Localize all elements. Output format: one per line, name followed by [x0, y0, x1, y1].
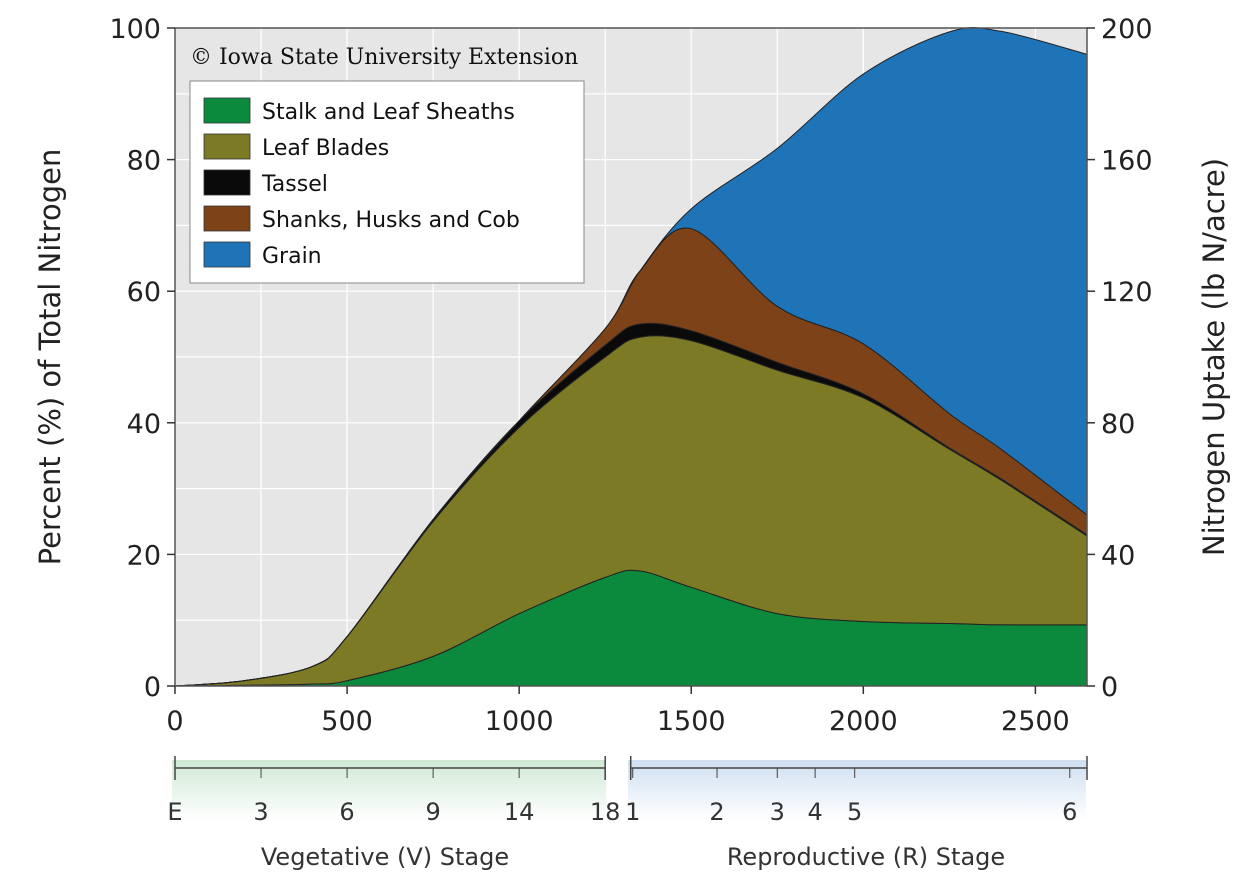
y-tick-label: 0 [144, 672, 161, 703]
vegetative-stage-tick-label: 18 [590, 798, 621, 826]
left-axis: 0 20 40 60 80 100 [109, 14, 175, 703]
x-tick-label: 2500 [1001, 706, 1070, 737]
reproductive-stage-title: Reproductive (R) Stage [727, 843, 1005, 871]
vegetative-stage-tick-label: 9 [425, 798, 440, 826]
legend-swatch [203, 97, 251, 124]
reproductive-stage-band [628, 760, 1086, 820]
area-series [174, 27, 1088, 687]
x-tick-label: 500 [321, 706, 373, 737]
legend-swatch [203, 169, 251, 196]
y-tick-label: 20 [127, 540, 161, 571]
vegetative-stage-tick-label: E [167, 798, 182, 826]
y2-tick-label: 0 [1101, 672, 1118, 703]
x-tick-label: 1500 [657, 706, 726, 737]
right-axis: 0 40 80 120 160 200 [1087, 14, 1153, 703]
vegetative-stage-tick-label: 14 [504, 798, 535, 826]
y2-tick-label: 120 [1101, 277, 1153, 308]
y2-tick-label: 40 [1101, 540, 1135, 571]
legend-swatch [203, 205, 251, 232]
reproductive-stage-tick-label: 5 [847, 798, 862, 826]
x-tick-label: 1000 [485, 706, 554, 737]
reproductive-stage-tick-label: 1 [625, 798, 640, 826]
legend-swatch [203, 133, 251, 160]
legend: Stalk and Leaf Sheaths Leaf Blades Tassel S… [189, 80, 585, 284]
legend-label: Stalk and Leaf Sheaths [262, 100, 515, 125]
y-tick-label: 60 [127, 277, 161, 308]
vegetative-stage-title: Vegetative (V) Stage [261, 843, 509, 871]
y2-axis-title: Nitrogen Uptake (lb N/acre) [1197, 158, 1231, 556]
legend-label: Shanks, Husks and Cob [262, 208, 520, 233]
legend-label: Leaf Blades [262, 136, 389, 161]
y-tick-label: 100 [109, 14, 161, 45]
copyright-notice: © Iowa State University Extension [190, 45, 578, 70]
y-tick-label: 40 [127, 409, 161, 440]
reproductive-stage-tick-label: 2 [709, 798, 724, 826]
legend-box [189, 80, 585, 284]
legend-label: Tassel [261, 172, 328, 197]
y-axis-title: Percent (%) of Total Nitrogen [33, 149, 67, 566]
vegetative-stage-tick-label: 6 [339, 798, 354, 826]
y2-tick-label: 80 [1101, 409, 1135, 440]
vegetative-stage-tick-label: 3 [253, 798, 268, 826]
x-tick-label: 2000 [829, 706, 898, 737]
y2-tick-label: 160 [1101, 146, 1153, 177]
bottom-axis: 0 500 1000 1500 2000 2500 [166, 686, 1070, 737]
legend-label: Grain [262, 244, 322, 269]
reproductive-stage-tick-label: 4 [807, 798, 822, 826]
growth-stage-axis: E 3 6 9 14 18 1 2 3 4 5 6 [167, 756, 1088, 826]
legend-swatch [203, 241, 251, 268]
reproductive-stage-tick-label: 3 [770, 798, 785, 826]
x-tick-label: 0 [166, 706, 183, 737]
reproductive-stage-tick-label: 6 [1062, 798, 1077, 826]
vegetative-stage-band [172, 760, 606, 820]
y2-tick-label: 200 [1101, 14, 1153, 45]
plot-frame [174, 27, 1088, 687]
y-tick-label: 80 [127, 146, 161, 177]
